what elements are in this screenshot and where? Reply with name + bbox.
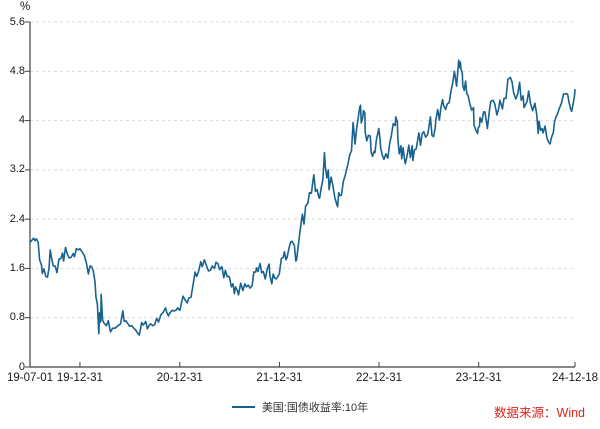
y-axis-tick-label: 0: [18, 360, 25, 373]
yield-line: [29, 59, 576, 336]
y-axis-tick-label: 1.6: [9, 261, 25, 274]
y-axis-unit-label: %: [20, 1, 31, 13]
x-axis-tick-label: 22-12-31: [356, 372, 403, 384]
x-axis-tick-label: 19-12-31: [56, 372, 103, 384]
chart-legend: 美国:国债收益率:10年: [0, 399, 600, 414]
x-axis-tick-label: 23-12-31: [455, 372, 502, 384]
x-axis-tick-label: 19-07-01: [6, 372, 54, 384]
data-source-label: 数据来源：Wind: [494, 406, 585, 420]
x-axis-tick-label: 20-12-31: [156, 372, 203, 384]
y-axis-tick-label: 4.8: [9, 64, 25, 77]
y-axis-tick-label: 5.6: [9, 15, 25, 28]
y-axis-tick-label: 2.4: [9, 212, 25, 225]
y-axis-tick-label: 3.2: [9, 163, 25, 176]
y-axis-tick-label: 0.8: [9, 311, 25, 324]
legend-line-swatch: [231, 405, 255, 408]
x-axis-tick-label: 21-12-31: [256, 372, 303, 384]
x-axis-tick-label: 24-12-18: [551, 372, 599, 384]
y-axis-tick-label: 4: [18, 114, 25, 127]
legend-series-label: 美国:国债收益率:10年: [261, 401, 369, 414]
